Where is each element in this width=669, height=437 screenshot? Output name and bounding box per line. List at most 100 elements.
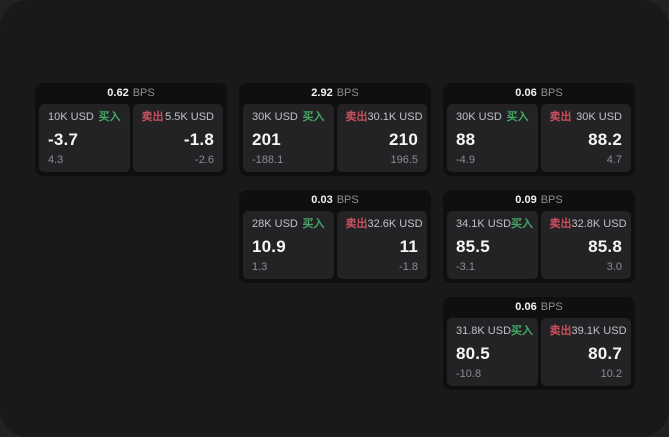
sell-panel[interactable]: 卖出 32.8K USD 85.8 3.0 bbox=[540, 211, 631, 279]
buy-top-row: 34.1K USD 买入 bbox=[456, 218, 533, 230]
buy-side-label: 买入 bbox=[506, 111, 529, 123]
sell-amount: 5.5K USD bbox=[165, 111, 214, 123]
sell-side-label: 卖出 bbox=[345, 111, 368, 123]
sell-delta: 10.2 bbox=[600, 368, 622, 380]
sell-panel[interactable]: 卖出 39.1K USD 80.7 10.2 bbox=[540, 318, 631, 386]
sell-top-row: 卖出 39.1K USD bbox=[549, 325, 627, 337]
buy-side-label: 买入 bbox=[511, 218, 534, 230]
sell-top-row: 卖出 5.5K USD bbox=[142, 112, 215, 123]
bps-header: 0.03 BPS bbox=[239, 190, 431, 211]
bps-header: 0.06 BPS bbox=[443, 83, 635, 104]
buy-panel[interactable]: 34.1K USD 买入 85.5 -3.1 bbox=[447, 211, 538, 279]
bps-card[interactable]: 0.06 BPS 31.8K USD 买入 80.5 -10.8 卖出 39.1… bbox=[443, 297, 635, 390]
sell-top-row: 卖出 32.6K USD bbox=[345, 218, 423, 230]
buy-price: 201 bbox=[252, 129, 281, 149]
cards-grid: 0.62 BPS 10K USD 买入 -3.7 4.3 卖出 5.5K USD… bbox=[35, 83, 635, 390]
sell-delta: -2.6 bbox=[195, 154, 214, 166]
buy-top-row: 30K USD 买入 bbox=[252, 112, 325, 123]
buy-top-row: 31.8K USD 买入 bbox=[456, 325, 533, 337]
sell-price: 80.7 bbox=[588, 343, 622, 363]
bps-card[interactable]: 0.09 BPS 34.1K USD 买入 85.5 -3.1 卖出 32.8K… bbox=[443, 190, 635, 283]
sell-price: 85.8 bbox=[588, 236, 622, 256]
quote-panels: 30K USD 买入 201 -188.1 卖出 30.1K USD 210 1… bbox=[239, 104, 431, 176]
sell-panel[interactable]: 卖出 30K USD 88.2 4.7 bbox=[540, 104, 631, 172]
bps-unit-label: BPS bbox=[336, 194, 359, 206]
sell-amount: 30.1K USD bbox=[367, 111, 423, 123]
bps-value: 0.06 bbox=[515, 301, 537, 313]
bps-value: 0.62 bbox=[107, 87, 129, 99]
buy-panel[interactable]: 10K USD 买入 -3.7 4.3 bbox=[39, 104, 130, 172]
sell-top-row: 卖出 32.8K USD bbox=[549, 218, 627, 230]
sell-side-label: 卖出 bbox=[345, 218, 368, 230]
sell-price: 210 bbox=[389, 129, 418, 149]
buy-delta: 1.3 bbox=[252, 261, 268, 273]
sell-amount: 32.8K USD bbox=[571, 218, 627, 230]
buy-amount: 28K USD bbox=[252, 218, 298, 230]
sell-delta: 3.0 bbox=[606, 261, 622, 273]
sell-delta: 196.5 bbox=[390, 154, 418, 166]
bps-unit-label: BPS bbox=[540, 194, 563, 206]
buy-amount: 30K USD bbox=[456, 111, 502, 123]
buy-amount: 10K USD bbox=[48, 111, 94, 123]
buy-panel[interactable]: 30K USD 买入 201 -188.1 bbox=[243, 104, 334, 172]
buy-top-row: 10K USD 买入 bbox=[48, 112, 121, 123]
buy-price: 80.5 bbox=[456, 343, 490, 363]
sell-price: 88.2 bbox=[588, 129, 622, 149]
buy-delta: -3.1 bbox=[456, 261, 475, 273]
bps-header: 0.06 BPS bbox=[443, 297, 635, 318]
sell-delta: -1.8 bbox=[399, 261, 418, 273]
sell-amount: 30K USD bbox=[576, 111, 622, 123]
buy-panel[interactable]: 30K USD 买入 88 -4.9 bbox=[447, 104, 538, 172]
sell-side-label: 卖出 bbox=[549, 111, 572, 123]
sell-amount: 32.6K USD bbox=[367, 218, 423, 230]
buy-delta: -4.9 bbox=[456, 154, 475, 166]
buy-amount: 34.1K USD bbox=[456, 218, 512, 230]
buy-delta: 4.3 bbox=[48, 154, 64, 166]
bps-unit-label: BPS bbox=[540, 87, 563, 99]
bps-unit-label: BPS bbox=[540, 301, 563, 313]
sell-amount: 39.1K USD bbox=[571, 325, 627, 337]
buy-price: 88 bbox=[456, 129, 476, 149]
buy-panel[interactable]: 31.8K USD 买入 80.5 -10.8 bbox=[447, 318, 538, 386]
bps-value: 0.09 bbox=[515, 194, 537, 206]
sell-side-label: 卖出 bbox=[141, 111, 164, 123]
sell-panel[interactable]: 卖出 32.6K USD 11 -1.8 bbox=[336, 211, 427, 279]
buy-amount: 31.8K USD bbox=[456, 325, 512, 337]
buy-delta: -10.8 bbox=[456, 368, 482, 380]
sell-side-label: 卖出 bbox=[549, 325, 572, 337]
bps-value: 0.03 bbox=[311, 194, 333, 206]
quote-panels: 10K USD 买入 -3.7 4.3 卖出 5.5K USD -1.8 -2.… bbox=[35, 104, 227, 176]
buy-side-label: 买入 bbox=[302, 218, 325, 230]
bps-card[interactable]: 2.92 BPS 30K USD 买入 201 -188.1 卖出 30.1K … bbox=[239, 83, 431, 176]
bps-header: 0.09 BPS bbox=[443, 190, 635, 211]
sell-delta: 4.7 bbox=[606, 154, 622, 166]
bps-card[interactable]: 0.06 BPS 30K USD 买入 88 -4.9 卖出 30K USD 8… bbox=[443, 83, 635, 176]
sell-side-label: 卖出 bbox=[549, 218, 572, 230]
bps-unit-label: BPS bbox=[336, 87, 359, 99]
buy-amount: 30K USD bbox=[252, 111, 298, 123]
quote-panels: 28K USD 买入 10.9 1.3 卖出 32.6K USD 11 -1.8 bbox=[239, 211, 431, 283]
buy-price: -3.7 bbox=[48, 129, 79, 149]
buy-price: 10.9 bbox=[252, 236, 286, 256]
buy-side-label: 买入 bbox=[511, 325, 534, 337]
sell-panel[interactable]: 卖出 5.5K USD -1.8 -2.6 bbox=[132, 104, 223, 172]
bps-card[interactable]: 0.03 BPS 28K USD 买入 10.9 1.3 卖出 32.6K US… bbox=[239, 190, 431, 283]
buy-top-row: 30K USD 买入 bbox=[456, 112, 529, 123]
bps-value: 0.06 bbox=[515, 87, 537, 99]
sell-panel[interactable]: 卖出 30.1K USD 210 196.5 bbox=[336, 104, 427, 172]
sell-price: 11 bbox=[399, 236, 418, 256]
buy-side-label: 买入 bbox=[302, 111, 325, 123]
bps-value: 2.92 bbox=[311, 87, 333, 99]
sell-top-row: 卖出 30K USD bbox=[550, 112, 623, 123]
buy-panel[interactable]: 28K USD 买入 10.9 1.3 bbox=[243, 211, 334, 279]
buy-price: 85.5 bbox=[456, 236, 490, 256]
bps-header: 2.92 BPS bbox=[239, 83, 431, 104]
bps-unit-label: BPS bbox=[132, 87, 155, 99]
quote-panels: 31.8K USD 买入 80.5 -10.8 卖出 39.1K USD 80.… bbox=[443, 318, 635, 390]
quote-panels: 34.1K USD 买入 85.5 -3.1 卖出 32.8K USD 85.8… bbox=[443, 211, 635, 283]
bps-card[interactable]: 0.62 BPS 10K USD 买入 -3.7 4.3 卖出 5.5K USD… bbox=[35, 83, 227, 176]
buy-delta: -188.1 bbox=[252, 154, 284, 166]
buy-top-row: 28K USD 买入 bbox=[252, 219, 325, 230]
sell-price: -1.8 bbox=[183, 129, 214, 149]
